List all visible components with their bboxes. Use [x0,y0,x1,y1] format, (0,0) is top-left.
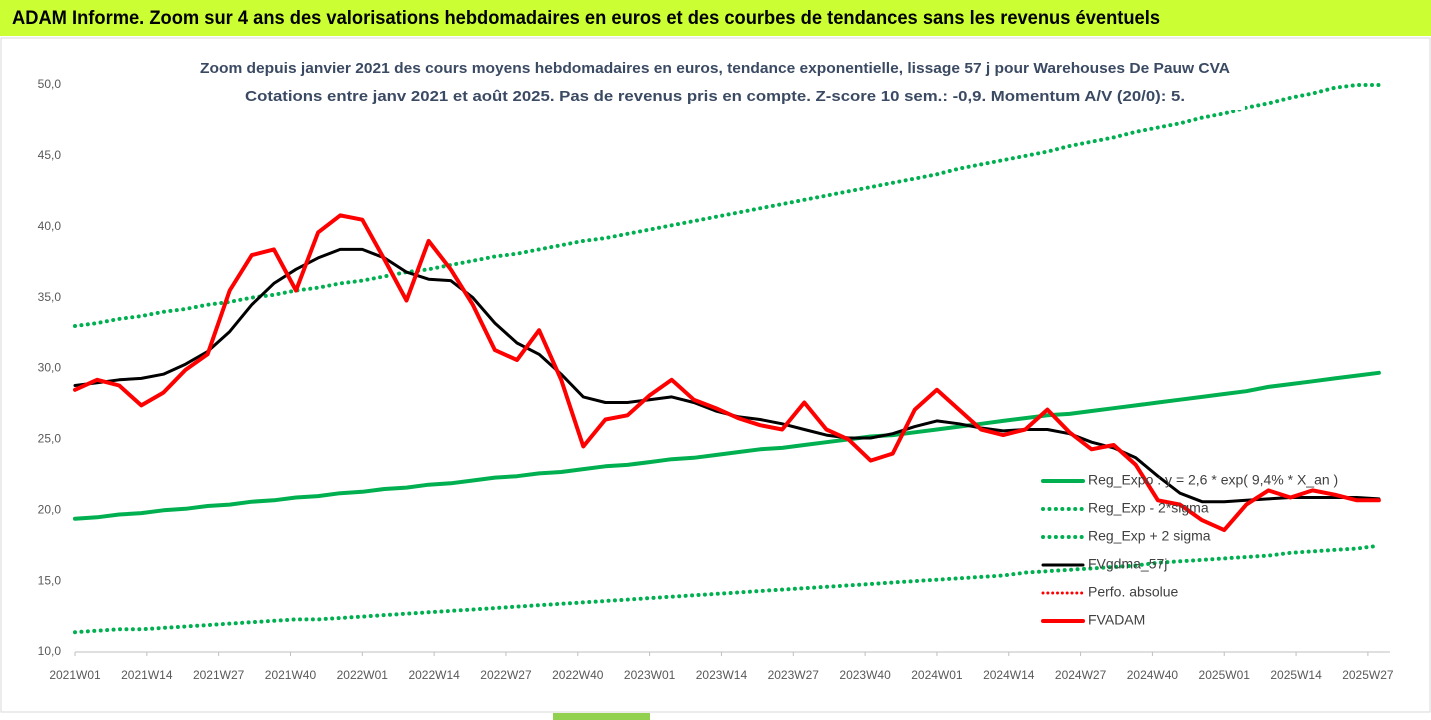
x-tick-label: 2024W40 [1127,668,1179,682]
y-tick-label: 10,0 [38,644,62,658]
legend-label: Reg_Exp - 2*sigma [1088,500,1209,516]
x-tick-label: 2021W40 [265,668,317,682]
legend: Reg_Expo : y = 2,6 * exp( 9,4% * X_an ) R… [1041,472,1338,628]
x-tick-label: 2022W27 [480,668,532,682]
x-tick-label: 2024W01 [911,668,963,682]
x-tick-label: 2023W27 [768,668,820,682]
chart-subtitle: Cotations entre janv 2021 et août 2025. … [245,88,1185,105]
y-tick-label: 40,0 [38,219,62,233]
chart-title: Zoom depuis janvier 2021 des cours moyen… [200,60,1230,77]
x-tick-label: 2021W01 [49,668,101,682]
x-tick-label: 2024W27 [1055,668,1107,682]
legend-label: Reg_Exp + 2 sigma [1088,528,1211,544]
x-tick-label: 2022W14 [408,668,460,682]
plot-area: 10,0 15,0 20,0 25,0 30,0 35,0 40,0 45,0 50,0 2021… [38,77,1394,682]
legend-label: Reg_Expo : y = 2,6 * exp( 9,4% * X_an ) [1088,472,1338,488]
series-line [73,213,1381,533]
y-tick-label: 45,0 [38,148,62,162]
series-line [73,247,1381,504]
legend-label: Perfo. absolue [1088,584,1178,600]
series-line [73,543,1381,635]
y-tick-label: 25,0 [38,432,62,446]
x-tick-label: 2023W01 [624,668,676,682]
y-tick-label: 35,0 [38,290,62,304]
x-tick-label: 2021W14 [121,668,173,682]
x-tick-label: 2023W14 [696,668,748,682]
chart-frame [0,37,1431,713]
header-title: ADAM Informe. Zoom sur 4 ans des valoris… [12,8,1160,29]
series-line [73,83,1381,328]
header-bar [0,0,1431,36]
x-tick-label: 2025W01 [1199,668,1251,682]
series-line [73,370,1381,521]
legend-label: FVADAM [1088,612,1145,628]
x-tick-label: 2025W27 [1342,668,1394,682]
y-tick-label: 50,0 [38,77,62,91]
y-tick-label: 15,0 [38,573,62,587]
x-tick-label: 2022W01 [337,668,389,682]
title-background [250,56,1245,110]
x-tick-label: 2022W40 [552,668,604,682]
footer-tab [553,713,650,720]
x-tick-label: 2023W40 [839,668,891,682]
y-tick-label: 20,0 [38,502,62,516]
x-tick-label: 2024W14 [983,668,1035,682]
legend-label: FVgdma_57j [1088,556,1167,572]
x-tick-label: 2025W14 [1270,668,1322,682]
x-tick-label: 2021W27 [193,668,245,682]
y-tick-label: 30,0 [38,361,62,375]
